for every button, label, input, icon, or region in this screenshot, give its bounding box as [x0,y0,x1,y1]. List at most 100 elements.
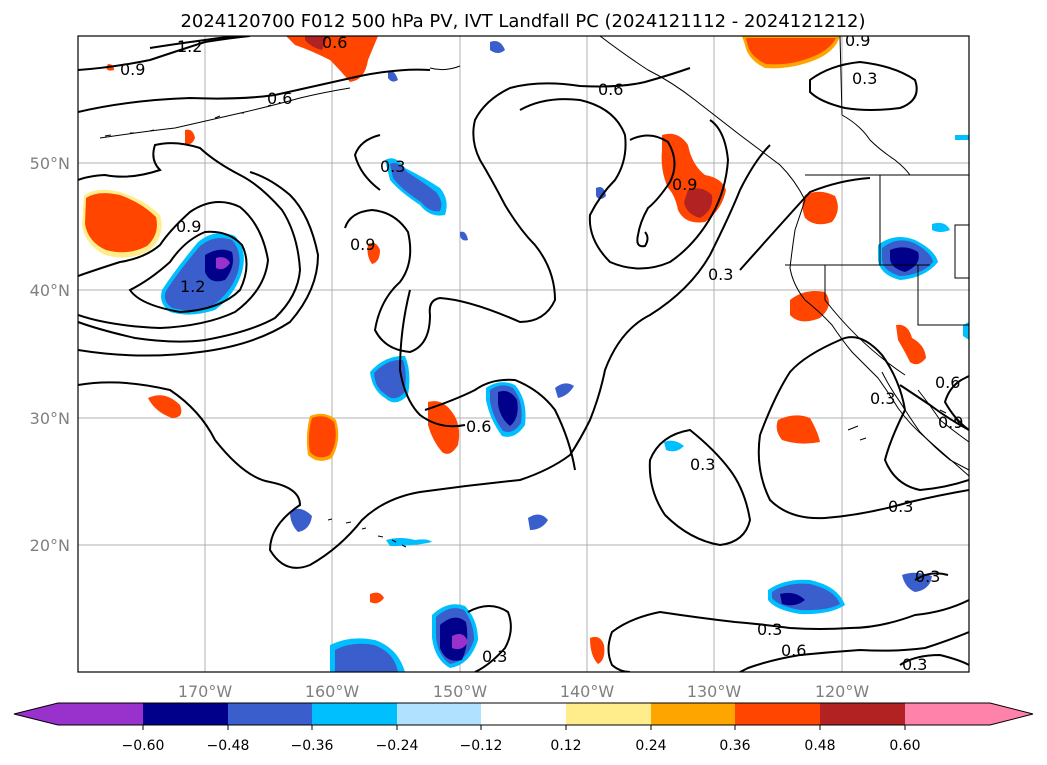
contour-label: 0.6 [466,417,491,436]
contour-label: 1.2 [177,37,202,56]
pv-contour-0.6-high-ne [629,134,676,248]
pv-contour-0.9-ring [78,201,270,330]
contour-label: 0.3 [757,620,782,639]
colorbar-cell [735,703,820,725]
contour-label: 0.6 [267,89,292,108]
contour-label: 0.6 [322,33,347,52]
anomaly-patch-positive [85,193,157,253]
anomaly-patch-negative [955,135,969,140]
pv-contour-0.3-se-small [899,653,969,666]
anomaly-patch-negative [216,257,230,270]
map-panel: 1.2 0.9 0.6 0.6 0.3 0.9 1.2 0.9 0.9 0.3 … [77,31,970,673]
colorbar-ticks [142,725,906,730]
anomaly-patch-negative [780,592,805,606]
contour-label: 0.3 [888,497,913,516]
anomaly-patch-negative [335,643,398,672]
colorbar-tick-label: −0.24 [376,738,419,754]
north-america-coastline [599,36,969,477]
lat-label: 20°N [30,536,70,555]
contour-label: 0.9 [672,175,697,194]
anomaly-patch-negative [386,538,432,546]
pv-contour-0.3-east-big [759,336,969,492]
colorbar: −0.60 −0.48 −0.36 −0.24 −0.12 0.12 0.24 … [13,702,1034,754]
anomaly-patch-negative [932,222,950,232]
contour-label: 1.2 [180,277,205,296]
contour-label: 0.3 [482,647,507,666]
baja-coastline [881,371,969,471]
anomaly-patch-positive [308,416,336,458]
pv-contour-0.9-far-east [943,375,969,431]
colorbar-over-triangle [990,703,1033,725]
contour-label: 0.6 [598,80,623,99]
anomaly-patch-negative [890,247,919,272]
anomaly-patch-positive [286,36,378,82]
pv-contour-1.2-north [149,36,241,49]
pv-contour-0.6-west [78,68,431,113]
gulf-of-california-coast [917,389,969,443]
pv-contour-1.2-ring [128,230,248,314]
colorbar-tick-label: −0.12 [460,738,503,754]
contour-label: 0.9 [120,60,145,79]
anomaly-patch-negative [498,391,518,426]
pv-contour-0.6-central [344,67,691,354]
contour-labels: 1.2 0.9 0.6 0.6 0.3 0.9 1.2 0.9 0.9 0.3 … [120,31,963,672]
colorbar-cell [566,703,651,725]
anomaly-patch-negative [460,231,468,241]
contour-label: 0.3 [690,455,715,474]
contour-label: 0.3 [915,567,940,586]
pv-contour-0.3-high-ne [519,98,730,270]
coastlines [99,36,969,548]
anomaly-patch-negative [388,71,398,82]
pv-contour-0.3-ne [809,60,918,111]
pv-contour-0.3-south [78,144,771,569]
colorbar-tick-label: −0.48 [207,738,250,754]
colorbar-cell [58,703,143,725]
canada-boundary [839,36,911,176]
contour-label: 0.3 [380,157,405,176]
anomaly-patch-negative [555,383,574,398]
contour-label: 0.9 [176,217,201,236]
anomaly-patch-positive [684,188,713,218]
contour-label: 0.3 [870,389,895,408]
lon-label: 150°W [433,682,488,701]
anomaly-patch-positive [185,129,195,145]
lon-label: 170°W [178,682,233,701]
pv-contours [78,36,969,672]
colorbar-cell [312,703,397,725]
anomaly-patch-negative [902,572,932,592]
contour-label: 0.9 [845,31,870,50]
anomaly-patch-negative [490,41,505,53]
figure-title: 2024120700 F012 500 hPa PV, IVT Landfall… [180,11,865,32]
anomaly-patch-positive [790,291,829,322]
colorbar-tick-label: 0.60 [889,738,920,754]
colorbar-tick-label: 0.24 [635,738,666,754]
pv-contour-0.3-south-mid [648,428,752,547]
pv-contour-0.3-southeast [607,599,969,672]
contour-label: 0.3 [708,265,733,284]
pv-contour-0.6-southeast [739,631,969,672]
lon-label: 130°W [687,682,742,701]
lon-label: 140°W [560,682,615,701]
anomaly-patch-negative [528,514,548,530]
lat-label: 40°N [30,281,70,300]
colorbar-tick-label: 0.36 [719,738,750,754]
anomaly-patch-negative [664,440,684,452]
anomaly-patch-negative [390,163,442,212]
lat-labels: 50°N 40°N 30°N 20°N [30,154,70,555]
colorbar-tick-label: −0.36 [291,738,334,754]
contour-label: 0.3 [852,69,877,88]
anomaly-patch-positive [428,401,460,454]
lat-label: 30°N [30,409,70,428]
colorbar-tick-label: 0.12 [550,738,581,754]
pv-contour-0.3-mid2 [424,378,576,471]
pv-contour-0.6-big-basin [78,142,302,343]
pv-contour-0.3-hawaii [467,605,512,672]
colorbar-cell [820,703,905,725]
anomaly-patch-positive [746,38,836,65]
colorbar-cell [228,703,312,725]
contour-label: 0.6 [781,641,806,660]
lat-label: 50°N [30,154,70,173]
anomaly-patch-positive [305,36,328,50]
colorbar-cell [143,703,228,725]
